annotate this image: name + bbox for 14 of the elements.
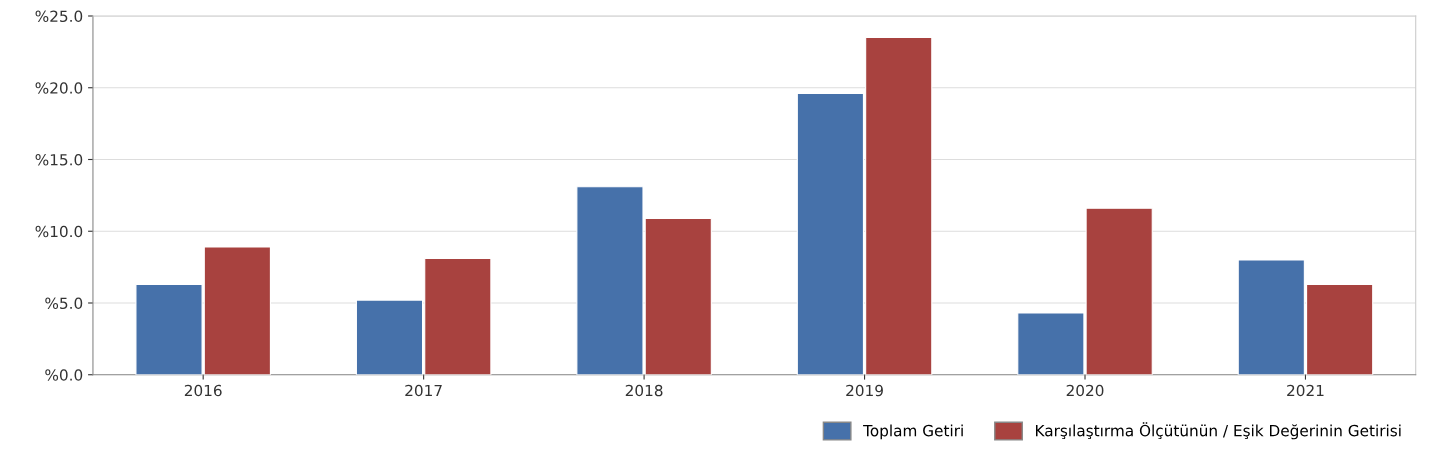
x-tick-label: 2017 xyxy=(405,384,442,397)
y-tick-label: %5.0 xyxy=(45,297,83,310)
legend-label: Karşılaştırma Ölçütünün / Eşik Değerinin Getirisi xyxy=(1036,422,1401,440)
x-tick-label: 2016 xyxy=(184,384,222,397)
y-tick-label: %10.0 xyxy=(35,225,83,238)
x-tick-label: 2021 xyxy=(1287,384,1324,397)
x-tick-label: 2020 xyxy=(1066,384,1104,397)
x-tick-label: 2018 xyxy=(625,384,663,397)
y-tick-label: %20.0 xyxy=(35,82,83,94)
legend-label: Toplam Getiri xyxy=(863,424,963,440)
y-tick-label: %15.0 xyxy=(35,153,83,166)
y-tick-label: %25.0 xyxy=(35,10,83,23)
y-tick-label: %0.0 xyxy=(45,369,83,381)
x-tick-label: 2019 xyxy=(846,384,883,397)
